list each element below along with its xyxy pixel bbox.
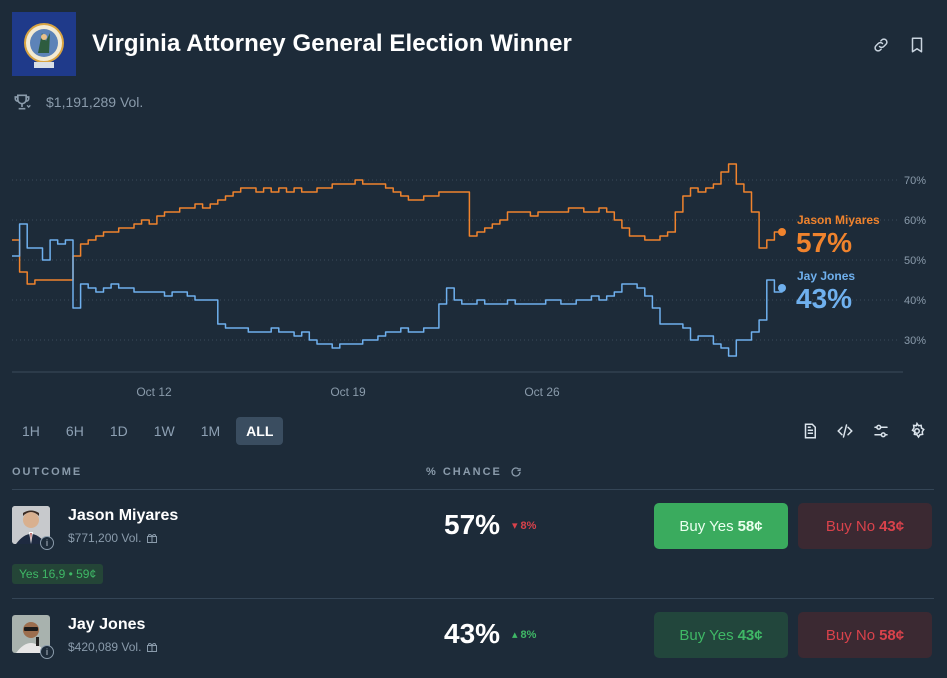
code-icon [837,424,853,438]
timeframe-all[interactable]: ALL [236,417,284,445]
buy-yes-price: 43¢ [737,626,763,644]
legend-series-value: 57% [796,227,852,258]
buy-no-button[interactable]: Buy No 58¢ [798,612,932,658]
chance-column-header: % CHANCE [426,466,522,478]
y-tick-label: 50% [904,255,926,267]
outcome-chance: 43% [444,618,501,649]
chance-column-label: % CHANCE [426,466,502,478]
price-chart[interactable]: 70% 60% 50% 40% 30% Oct 12 Oct 19 Oct 26 Jason… [0,140,947,400]
up-arrow-icon: ▴ [512,629,518,641]
outcome-name: Jason Miyares [68,507,179,524]
chart-grid [12,179,903,373]
document-icon [804,423,816,439]
chart-series [12,163,786,357]
settings-button[interactable] [908,421,926,445]
timeframe-selector: 1H 6H 1D 1W 1M ALL [12,417,284,445]
buy-yes-label: Buy Yes [679,626,734,644]
timeframe-1d[interactable]: 1D [109,423,128,439]
series-line-1 [12,223,783,357]
market-flag-image [12,12,76,76]
buy-yes-label: Buy Yes [679,517,734,535]
info-icon[interactable]: i [40,645,54,659]
trophy-icon [14,94,31,110]
timeframe-1h[interactable]: 1H [22,423,40,439]
gear-icon [911,421,925,439]
outcome-volume-row: $420,089 Vol. [68,640,158,654]
market-title: Virginia Attorney General Election Winne… [92,30,572,57]
y-tick-label: 60% [904,215,926,227]
legend-series-name: Jay Jones [797,269,855,283]
buy-no-label: Buy No [825,626,876,644]
refresh-icon[interactable] [510,466,522,478]
buy-no-label: Buy No [825,517,876,535]
series-line-0 [12,163,782,285]
y-tick-label: 30% [904,335,926,347]
y-tick-label: 70% [904,175,926,187]
down-arrow-icon: ▾ [512,520,518,532]
table-divider [12,598,934,599]
position-tag[interactable]: Yes 16,9 • 59¢ [12,564,104,584]
timeframe-1w[interactable]: 1W [153,423,175,439]
buy-no-price: 43¢ [879,517,905,535]
x-tick-label: Oct 12 [136,385,172,399]
gift-icon [147,533,158,543]
chance-change-value: 8% [520,628,537,641]
chance-change: ▾ 8% [512,519,537,533]
chart-filters-button[interactable] [872,422,890,445]
timeframe-1m[interactable]: 1M [200,423,221,439]
outcome-volume-row: $771,200 Vol. [68,531,158,545]
outcome-column-header: OUTCOME [12,466,83,478]
outcome-name: Jay Jones [68,616,146,633]
chance-change: ▴ 8% [512,628,537,642]
outcome-chance: 57% [444,509,501,540]
timeframe-6h[interactable]: 6H [65,423,84,439]
buy-no-button[interactable]: Buy No 43¢ [798,503,932,549]
bookmark-button[interactable] [908,36,926,59]
market-volume: $1,191,289 Vol. [46,94,144,110]
y-axis: 70% 60% 50% 40% 30% [904,175,926,347]
series-endpoint [778,228,786,236]
link-icon [874,38,888,52]
buy-yes-price: 58¢ [737,517,763,535]
y-tick-label: 40% [904,295,926,307]
legend-series-name: Jason Miyares [797,213,880,227]
legend-series-value: 43% [796,283,852,314]
sliders-icon [874,424,888,438]
virginia-seal-icon [24,23,64,68]
gift-icon [147,642,158,652]
copy-link-button[interactable] [872,36,890,59]
rules-button[interactable] [801,422,819,445]
table-divider [12,489,934,490]
chance-change-value: 8% [520,519,537,532]
outcome-volume: $420,089 Vol. [68,640,142,654]
series-endpoint [778,284,786,292]
x-axis: Oct 12 Oct 19 Oct 26 [136,385,560,399]
x-tick-label: Oct 19 [330,385,366,399]
x-tick-label: Oct 26 [524,385,560,399]
info-icon[interactable]: i [40,536,54,550]
volume-row: $1,191,289 Vol. [12,92,143,112]
buy-yes-button[interactable]: Buy Yes 43¢ [654,612,788,658]
outcome-volume: $771,200 Vol. [68,531,142,545]
buy-no-price: 58¢ [879,626,905,644]
embed-button[interactable] [836,422,854,445]
bookmark-icon [911,37,923,53]
buy-yes-button[interactable]: Buy Yes 58¢ [654,503,788,549]
